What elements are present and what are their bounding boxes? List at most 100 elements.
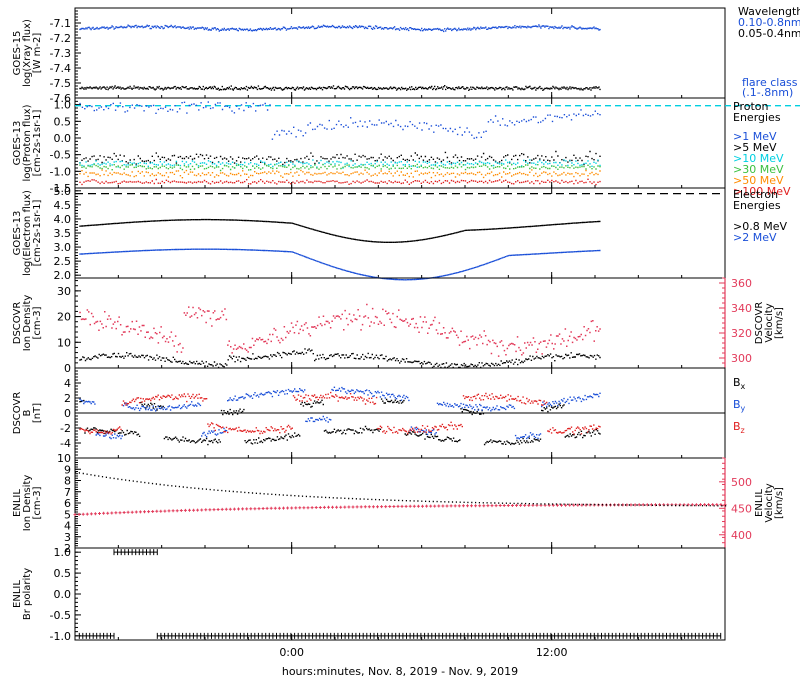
y-axis-label-line: Ion Density [22,475,33,532]
legend-entry: >100 MeV [733,185,791,198]
panels: -7.1 -7.2 -7.3 -7.4 -7.5 -7.6 GOES-15 log(Xray … [12,5,800,659]
series-bz [79,391,601,435]
x-axis-label: hours:minutes, Nov. 8, 2019 - Nov. 9, 20… [282,665,518,678]
panel-electron: 5.04.54.03.53.02.52.0 GOES-13 log(Electron… [12,185,787,282]
y-tick-label: 0.0 [54,132,72,145]
legend-entry: >30 MeV [733,163,784,176]
y-tick-label: 2 [64,392,71,405]
series-proton-100mev [79,178,601,186]
series-proton-50mev [79,169,601,179]
y-axis-label-line: GOES-13 [12,121,23,166]
right-axis-label: ENLIL Velocity [km/s] [754,483,785,522]
y-axis-label-line: [cm-3] [32,306,43,339]
panel-frame [74,277,726,369]
y-tick-label: 4.0 [54,213,72,226]
right-y-tick-label: 400 [731,529,752,542]
y-tick-label: 1.0 [54,546,72,559]
y-tick-label: -7.4 [50,62,71,75]
y-tick-label: 4 [64,377,71,390]
y-axis-label: GOES-13 log(Electron flux) [cm-2s-1sr-1] [12,190,43,276]
y-tick-label: 10 [57,336,71,349]
y-tick-label: -0.5 [50,609,71,622]
polarity-segment [113,549,158,556]
series-ion-density [79,348,601,369]
y-tick-label: 6 [64,497,71,510]
series-proton-5mev [79,150,601,166]
panel-polarity: 1.0 0.5 0.0 -0.5 -1.0 ENLIL Br polarity [12,546,726,643]
series-enlil-velocity [73,503,727,517]
right-axis-label: DSCOVR Velocity [km/s] [754,302,785,345]
y-tick-label: -7.5 [50,77,71,90]
series-xray-short [79,85,601,91]
y-axis-label-line: [cm-2s-1sr-1] [32,109,43,176]
y-tick-label: 4.5 [54,199,72,212]
y-tick-label: -1.5 [50,182,71,195]
y-axis-label-line: log(Electron flux) [22,190,33,276]
y-tick-label: 2.0 [54,269,72,282]
legend-note: (.1-.8nm) [742,86,793,99]
y-axis-label-line: DSCOVR [12,392,23,435]
series-velocity [79,303,601,357]
panel-xray: -7.1 -7.2 -7.3 -7.4 -7.5 -7.6 GOES-15 log(Xray … [12,5,800,105]
legend-entry: >2 MeV [733,231,777,244]
y-tick-label: 2 [64,542,71,555]
y-tick-label: -2 [60,422,71,435]
legend-entry: By [733,398,746,413]
right-axis-label-line: ENLIL [754,489,765,517]
y-tick-label: 0 [64,362,71,375]
y-tick-label: 3.5 [54,227,72,240]
y-axis-label-line: Ion Density [22,295,33,352]
y-tick-label: 0.0 [54,588,72,601]
y-tick-label: 3 [64,531,71,544]
y-axis-label-line: ENLIL [12,580,23,608]
right-y-tick-label: 320 [731,327,752,340]
legend-title: Electron [733,188,778,201]
legend-note: flare class [742,76,798,89]
y-axis-label: DSCOVR B [nT] [12,392,43,435]
right-y-tick-label: 500 [731,476,752,489]
right-y-tick-label: 360 [731,277,752,290]
y-tick-label: 2.5 [54,255,72,268]
legend-entry: 0.10-0.8nm [738,16,800,29]
y-tick-label: 8 [64,475,71,488]
y-tick-label: -7.1 [50,17,71,30]
y-axis-label: DSCOVR Ion Density [cm-3] [12,295,43,352]
y-axis-label: GOES-15 log(Xray flux) [W m-2] [12,19,43,87]
y-axis-label-line: [nT] [32,403,43,423]
y-tick-label: -7.6 [50,92,71,105]
legend-entry: >0.8 MeV [733,220,787,233]
legend-title: Energies [733,199,781,212]
legend-entry: >50 MeV [733,174,784,187]
series-electron-0.8mev [79,218,601,243]
legend-entry: Bx [733,376,746,391]
x-tick-label: 0:00 [279,646,304,659]
y-axis-label: GOES-13 log(Proton flux) [cm-2s-1sr-1] [12,104,43,181]
x-tick-label: 12:00 [536,646,568,659]
right-y-tick-label: 340 [731,302,752,315]
series-bx [79,398,601,446]
panel-bfield: 4 2 0 -2 -4 DSCOVR B [nT] Bx By Bz [12,367,746,459]
y-axis-label-line: [cm-3] [32,486,43,519]
series-proton-30mev [79,163,601,172]
panel-frame [74,187,726,279]
series-proton-1mev [79,101,601,140]
series-proton-10mev [79,159,601,169]
y-tick-label: -4 [60,437,71,450]
right-axis-label-line: Velocity [764,303,775,342]
y-axis-label-line: ENLIL [12,489,23,517]
panel-proton: 1.0 0.5 0.0 -0.5 -1.0 -1.5 GOES-13 log(Proton f… [12,97,800,198]
panel-frame [74,7,726,99]
panel-frame [74,97,726,189]
right-axis-label-line: DSCOVR [754,302,765,345]
y-tick-label: 5.0 [54,185,72,198]
y-tick-label: -7.3 [50,47,71,60]
y-tick-label: 20 [57,311,71,324]
y-tick-label: 1.0 [54,99,72,112]
legend-title: Wavelength [738,5,800,18]
y-axis-label-line: log(Xray flux) [22,19,33,87]
legend-entry: Bz [733,420,745,435]
y-axis-label-line: B [22,409,33,416]
y-tick-label: -0.5 [50,149,71,162]
